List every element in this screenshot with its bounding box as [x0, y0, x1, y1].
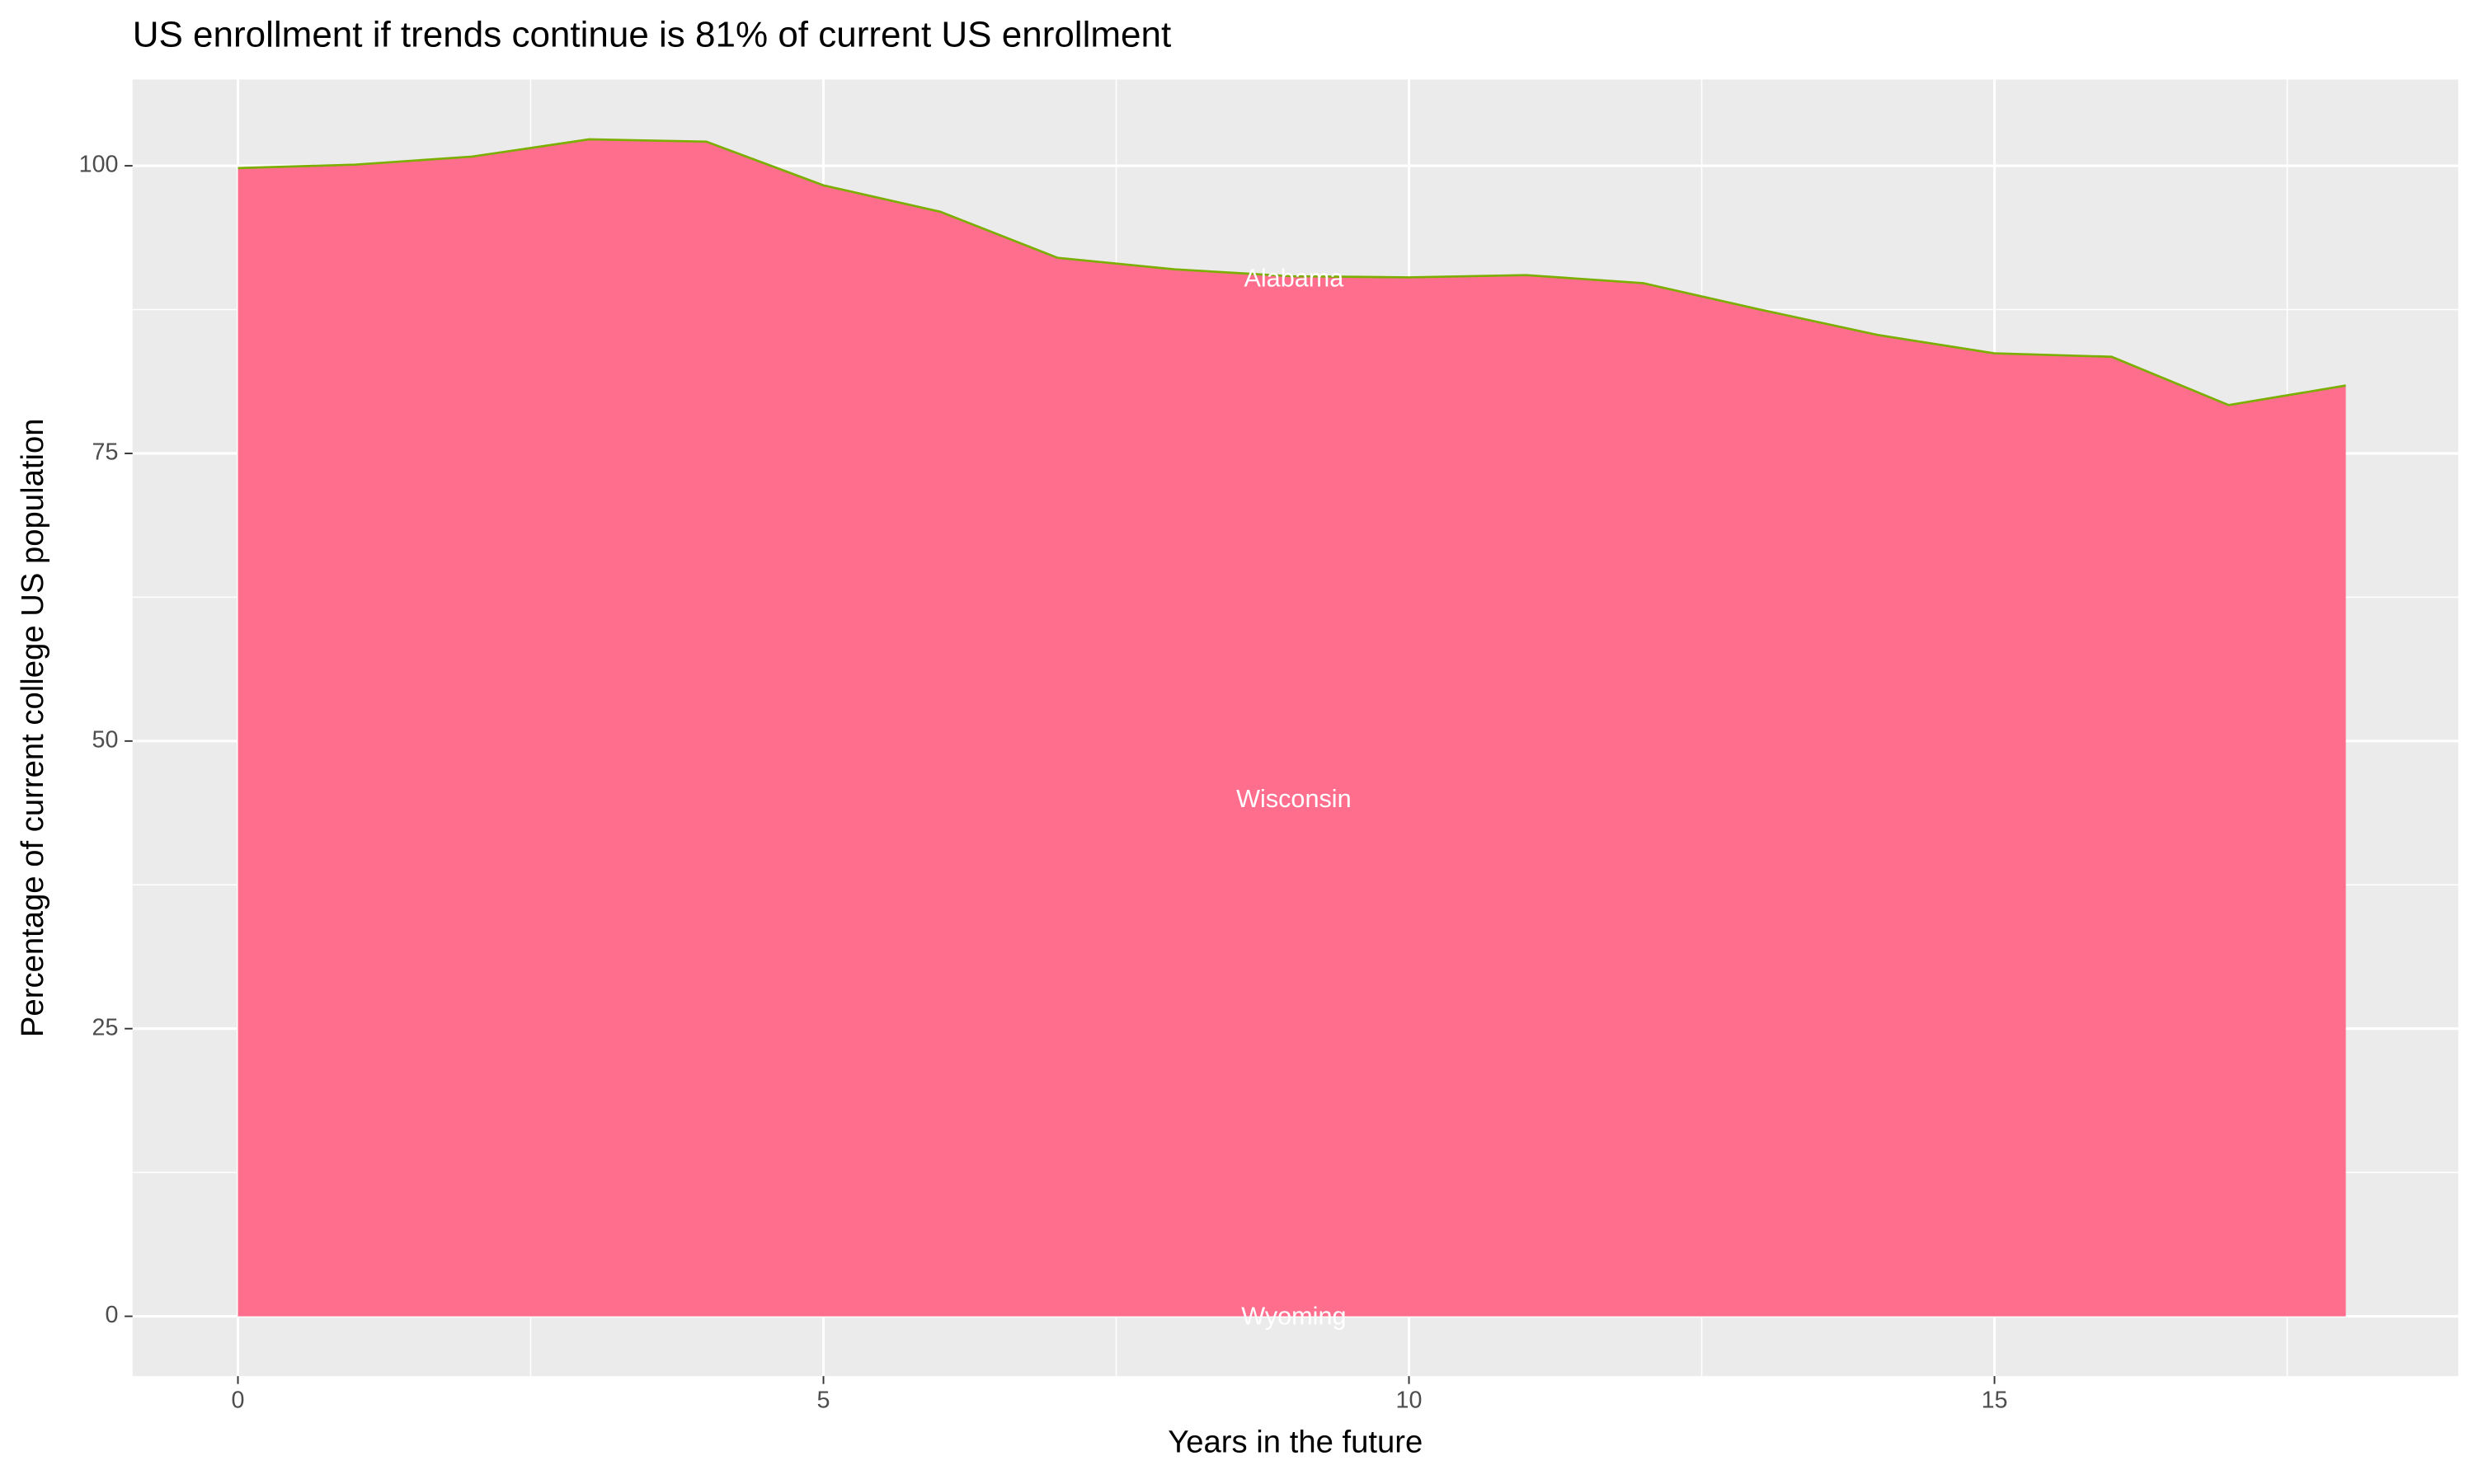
marks [238, 138, 2346, 1317]
area [238, 139, 2346, 1317]
annotation: Wisconsin [1236, 785, 1351, 813]
y-tick-label: 0 [106, 1302, 119, 1328]
annotation: Wyoming [1241, 1302, 1346, 1330]
y-tick-label: 50 [92, 726, 119, 753]
area-line [238, 138, 2346, 406]
y-tick-label: 75 [92, 439, 119, 466]
x-tick-label: 15 [1982, 1387, 2008, 1413]
y-axis-title: Percentage of current college US populat… [15, 418, 50, 1037]
y-tick-label: 100 [79, 152, 119, 178]
x-axis-title: Years in the future [1168, 1425, 1423, 1460]
annotation: Alabama [1244, 265, 1344, 293]
x-tick-label: 5 [817, 1387, 830, 1413]
y-tick-label: 25 [92, 1014, 119, 1040]
chart-title: US enrollment if trends continue is 81% … [133, 14, 1171, 54]
x-tick-label: 10 [1396, 1387, 1423, 1413]
x-tick-label: 0 [232, 1387, 245, 1413]
